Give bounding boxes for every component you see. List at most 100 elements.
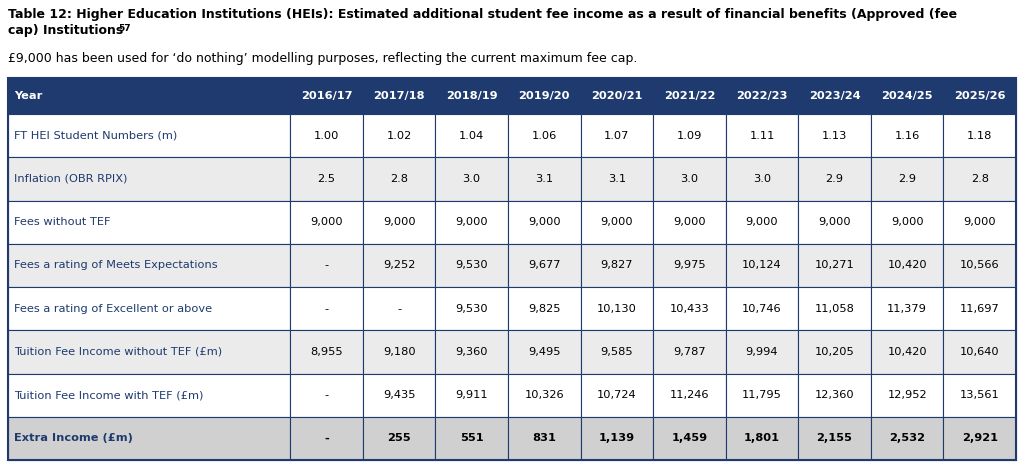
Text: 9,585: 9,585 (600, 347, 633, 357)
Text: 3.0: 3.0 (680, 174, 698, 184)
Text: 9,911: 9,911 (456, 390, 488, 400)
Text: 9,825: 9,825 (528, 304, 560, 314)
Text: 9,000: 9,000 (745, 217, 778, 227)
Text: 11,379: 11,379 (887, 304, 927, 314)
Text: 11,246: 11,246 (670, 390, 710, 400)
Text: 9,787: 9,787 (673, 347, 706, 357)
Text: 10,566: 10,566 (959, 260, 999, 270)
Text: Tuition Fee Income without TEF (£m): Tuition Fee Income without TEF (£m) (14, 347, 222, 357)
Text: 1.11: 1.11 (750, 130, 775, 141)
Text: 2025/26: 2025/26 (954, 91, 1006, 101)
Text: Year: Year (14, 91, 42, 101)
Text: 9,000: 9,000 (673, 217, 706, 227)
Text: 10,640: 10,640 (959, 347, 999, 357)
Text: 9,000: 9,000 (891, 217, 924, 227)
Text: 8,955: 8,955 (310, 347, 343, 357)
Text: 10,433: 10,433 (670, 304, 710, 314)
Text: 10,326: 10,326 (524, 390, 564, 400)
Text: 3.0: 3.0 (753, 174, 771, 184)
Text: Inflation (OBR RPIX): Inflation (OBR RPIX) (14, 174, 127, 184)
Text: 9,000: 9,000 (818, 217, 851, 227)
Text: 2,155: 2,155 (816, 433, 853, 443)
Text: 551: 551 (460, 433, 483, 443)
Text: 2022/23: 2022/23 (736, 91, 787, 101)
Text: 11,058: 11,058 (815, 304, 854, 314)
Text: 2023/24: 2023/24 (809, 91, 860, 101)
Text: 255: 255 (387, 433, 411, 443)
Text: cap) Institutions: cap) Institutions (8, 24, 123, 37)
Text: 831: 831 (532, 433, 556, 443)
Text: 10,271: 10,271 (815, 260, 854, 270)
Text: 1.09: 1.09 (677, 130, 702, 141)
Text: 3.0: 3.0 (463, 174, 480, 184)
Text: £9,000 has been used for ‘do nothing’ modelling purposes, reflecting the current: £9,000 has been used for ‘do nothing’ mo… (8, 52, 637, 65)
Text: 1.13: 1.13 (822, 130, 847, 141)
Text: 2019/20: 2019/20 (518, 91, 570, 101)
Text: -: - (325, 304, 329, 314)
Text: Fees a rating of Excellent or above: Fees a rating of Excellent or above (14, 304, 212, 314)
Text: 9,000: 9,000 (310, 217, 343, 227)
Text: FT HEI Student Numbers (m): FT HEI Student Numbers (m) (14, 130, 177, 141)
Text: 9,000: 9,000 (383, 217, 416, 227)
Text: 9,530: 9,530 (456, 260, 488, 270)
Text: Fees without TEF: Fees without TEF (14, 217, 111, 227)
Text: 57: 57 (118, 24, 131, 33)
Text: 9,000: 9,000 (456, 217, 488, 227)
Text: 9,435: 9,435 (383, 390, 416, 400)
Text: 9,495: 9,495 (528, 347, 560, 357)
Text: -: - (325, 433, 329, 443)
Text: 1,459: 1,459 (672, 433, 708, 443)
Text: 1,801: 1,801 (744, 433, 780, 443)
Text: 1.16: 1.16 (895, 130, 920, 141)
Text: 2024/25: 2024/25 (882, 91, 933, 101)
Text: -: - (325, 260, 329, 270)
Text: 9,994: 9,994 (745, 347, 778, 357)
Text: 2.8: 2.8 (971, 174, 989, 184)
Text: 9,530: 9,530 (456, 304, 488, 314)
Text: 2,532: 2,532 (889, 433, 925, 443)
Text: 1,139: 1,139 (599, 433, 635, 443)
Text: 2.9: 2.9 (898, 174, 916, 184)
Text: 3.1: 3.1 (536, 174, 553, 184)
Text: 9,252: 9,252 (383, 260, 416, 270)
Text: 10,124: 10,124 (742, 260, 781, 270)
Text: 2,921: 2,921 (962, 433, 997, 443)
Text: -: - (397, 304, 401, 314)
Text: Fees a rating of Meets Expectations: Fees a rating of Meets Expectations (14, 260, 218, 270)
Text: 9,677: 9,677 (528, 260, 560, 270)
Text: 1.00: 1.00 (313, 130, 339, 141)
Text: 9,975: 9,975 (673, 260, 706, 270)
Text: 1.04: 1.04 (459, 130, 484, 141)
Text: 2020/21: 2020/21 (591, 91, 642, 101)
Text: 10,420: 10,420 (888, 260, 927, 270)
Text: 2.8: 2.8 (390, 174, 409, 184)
Text: 2.5: 2.5 (317, 174, 336, 184)
Text: 11,697: 11,697 (959, 304, 999, 314)
Text: 9,180: 9,180 (383, 347, 416, 357)
Text: 9,827: 9,827 (601, 260, 633, 270)
Text: 10,724: 10,724 (597, 390, 637, 400)
Text: 2021/22: 2021/22 (664, 91, 715, 101)
Text: 9,000: 9,000 (964, 217, 996, 227)
Text: Tuition Fee Income with TEF (£m): Tuition Fee Income with TEF (£m) (14, 390, 204, 400)
Text: 2016/17: 2016/17 (301, 91, 352, 101)
Text: 2017/18: 2017/18 (374, 91, 425, 101)
Text: Extra Income (£m): Extra Income (£m) (14, 433, 133, 443)
Text: 10,205: 10,205 (815, 347, 854, 357)
Text: 9,360: 9,360 (456, 347, 487, 357)
Text: 9,000: 9,000 (528, 217, 560, 227)
Text: Table 12: Higher Education Institutions (HEIs): Estimated additional student fee: Table 12: Higher Education Institutions … (8, 8, 957, 21)
Text: 2018/19: 2018/19 (445, 91, 498, 101)
Text: 1.07: 1.07 (604, 130, 630, 141)
Text: 13,561: 13,561 (959, 390, 999, 400)
Text: 10,746: 10,746 (742, 304, 781, 314)
Text: -: - (325, 390, 329, 400)
Text: 10,130: 10,130 (597, 304, 637, 314)
Text: 1.02: 1.02 (386, 130, 412, 141)
Text: 12,952: 12,952 (888, 390, 927, 400)
Text: 2.9: 2.9 (825, 174, 844, 184)
Text: 11,795: 11,795 (742, 390, 782, 400)
Text: 10,420: 10,420 (888, 347, 927, 357)
Text: 3.1: 3.1 (608, 174, 626, 184)
Text: 9,000: 9,000 (600, 217, 633, 227)
